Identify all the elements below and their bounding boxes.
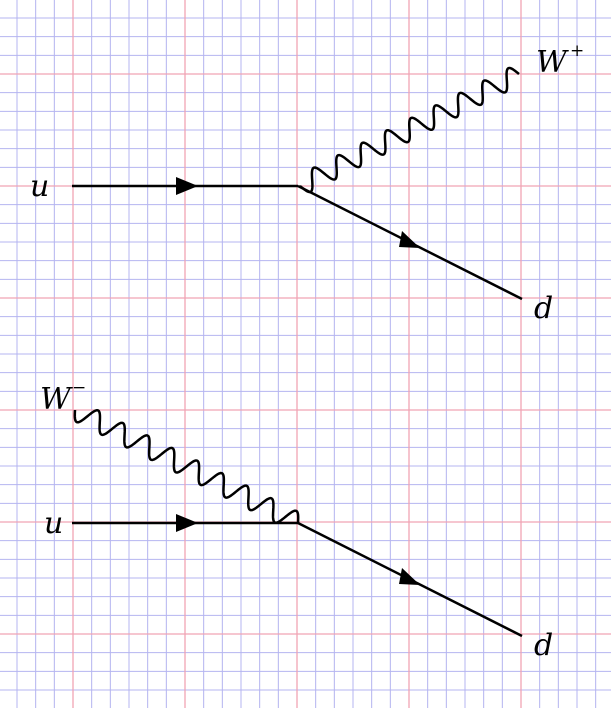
outgoing-quark-label-2: d [534, 628, 553, 663]
incoming-quark-arrow-1 [176, 177, 198, 195]
feynman-diagram-2: u d W − [40, 378, 553, 663]
w-boson-label-1: W [536, 45, 569, 80]
w-boson-charge-2: − [72, 378, 86, 398]
w-boson-wavy-line-1 [299, 66, 520, 194]
feynman-diagram-1: u d W + [30, 41, 584, 326]
outgoing-quark-arrow-2 [399, 568, 420, 585]
outgoing-quark-arrow-1 [399, 231, 420, 248]
outgoing-quark-label-1: d [534, 291, 553, 326]
incoming-quark-label-2: u [44, 506, 63, 541]
incoming-quark-arrow-2 [176, 514, 198, 532]
incoming-quark-label-1: u [30, 169, 49, 204]
w-boson-label-2: W [40, 382, 73, 417]
w-boson-charge-1: + [570, 41, 584, 61]
w-boson-wavy-line-2 [73, 409, 300, 524]
